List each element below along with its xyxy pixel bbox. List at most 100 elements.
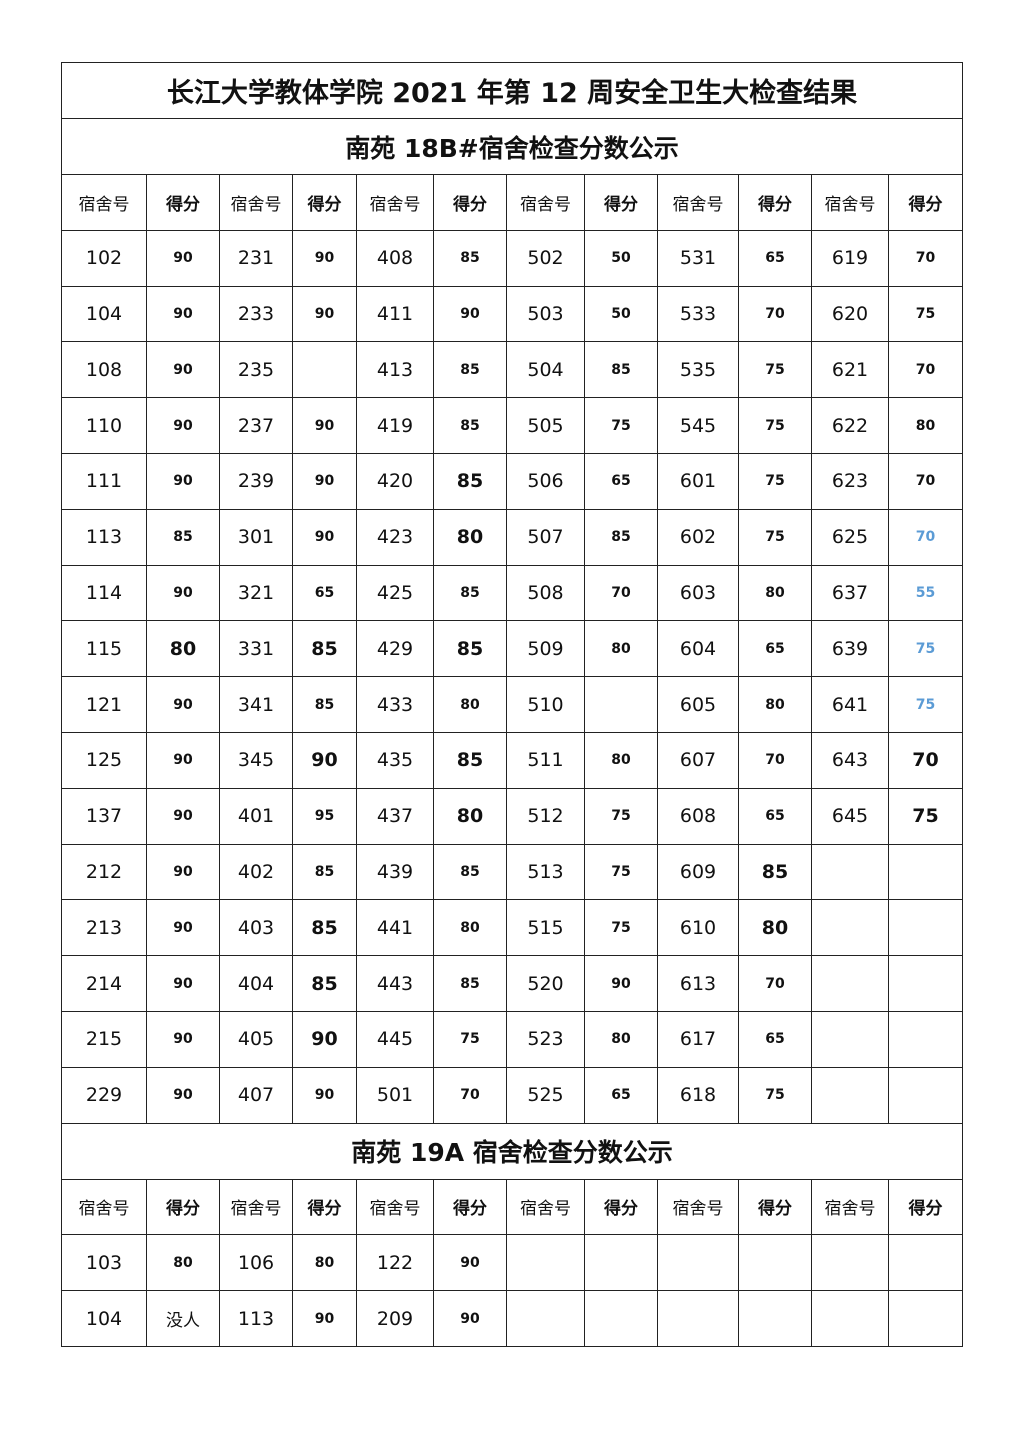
table-row: 215 90 405 90 445 75 523 80 617 65: [61, 1010, 964, 1068]
room-number-cell: 401: [219, 787, 293, 845]
score-cell: 85: [292, 620, 357, 678]
score-cell: 55: [887, 564, 964, 622]
room-number-cell: 345: [219, 731, 293, 789]
header-score: 得分: [887, 1178, 964, 1236]
score-cell: 85: [433, 843, 507, 901]
room-number-cell: 209: [356, 1290, 434, 1347]
inspection-results-table: 长江大学教体学院 2021 年第 12 周安全卫生大检查结果 南苑 18B#宿舍…: [60, 62, 964, 1347]
room-number-cell: 121: [61, 676, 147, 733]
room-number-cell: 620: [811, 285, 889, 343]
score-cell: 80: [433, 676, 507, 733]
room-number-cell: 637: [811, 564, 889, 622]
score-cell: 85: [433, 620, 507, 678]
score-cell: [887, 899, 964, 957]
table-row: 104 没人 113 90 209 90: [61, 1290, 964, 1347]
score-cell: 75: [738, 452, 812, 510]
score-cell: 90: [146, 955, 220, 1012]
room-number-cell: 603: [657, 564, 739, 622]
score-cell: 80: [887, 397, 964, 454]
score-cell: 65: [584, 1066, 658, 1124]
room-number-cell: 212: [61, 843, 147, 901]
score-cell: 85: [292, 899, 357, 957]
room-number-cell: 437: [356, 787, 434, 845]
room-number-cell: 504: [506, 341, 585, 399]
room-number-cell: 507: [506, 508, 585, 566]
score-cell: 90: [146, 787, 220, 845]
room-number-cell: 235: [219, 341, 293, 399]
room-number-cell: 125: [61, 731, 147, 789]
score-cell: 90: [584, 955, 658, 1012]
score-cell: 90: [292, 1290, 357, 1347]
room-number-cell: 639: [811, 620, 889, 678]
room-number-cell: 443: [356, 955, 434, 1012]
score-cell: 75: [738, 508, 812, 566]
score-cell: 90: [146, 341, 220, 399]
header-room-number: 宿舍号: [811, 1178, 889, 1236]
room-number-cell: 102: [61, 229, 147, 287]
score-cell: 80: [584, 1010, 658, 1068]
score-cell: 85: [433, 397, 507, 454]
section-subtitle-row: 南苑 18B#宿舍检查分数公示: [60, 118, 964, 175]
score-cell: 75: [738, 1066, 812, 1124]
room-number-cell: 604: [657, 620, 739, 678]
score-cell: [887, 1234, 964, 1292]
score-cell: [292, 341, 357, 399]
room-number-cell: 625: [811, 508, 889, 566]
score-cell: 50: [584, 229, 658, 287]
score-cell: 75: [584, 843, 658, 901]
score-cell: 80: [584, 620, 658, 678]
room-number-cell: 103: [61, 1234, 147, 1292]
score-cell: 没人: [146, 1290, 220, 1347]
room-number-cell: 239: [219, 452, 293, 510]
room-number-cell: 621: [811, 341, 889, 399]
score-cell: 90: [146, 229, 220, 287]
room-number-cell: 509: [506, 620, 585, 678]
header-room-number: 宿舍号: [356, 174, 434, 231]
table-row: 212 90 402 85 439 85 513 75 609 85: [61, 843, 964, 901]
score-cell: 75: [584, 397, 658, 454]
room-number-cell: 420: [356, 452, 434, 510]
room-number-cell: [811, 1066, 889, 1124]
score-cell: [584, 1234, 658, 1292]
room-number-cell: 508: [506, 564, 585, 622]
score-cell: 50: [584, 285, 658, 343]
room-number-cell: 419: [356, 397, 434, 454]
room-number-cell: 515: [506, 899, 585, 957]
header-score: 得分: [292, 1178, 357, 1236]
room-number-cell: 113: [61, 508, 147, 566]
room-number-cell: 602: [657, 508, 739, 566]
room-number-cell: 617: [657, 1010, 739, 1068]
header-room-number: 宿舍号: [506, 174, 585, 231]
room-number-cell: 510: [506, 676, 585, 733]
score-cell: [887, 1010, 964, 1068]
score-cell: 90: [146, 564, 220, 622]
room-number-cell: 531: [657, 229, 739, 287]
room-number-cell: 407: [219, 1066, 293, 1124]
score-cell: 85: [433, 564, 507, 622]
score-cell: 90: [433, 285, 507, 343]
score-cell: 70: [887, 731, 964, 789]
room-number-cell: 439: [356, 843, 434, 901]
score-cell: [738, 1234, 812, 1292]
score-cell: 85: [433, 341, 507, 399]
room-number-cell: 601: [657, 452, 739, 510]
score-cell: 90: [146, 397, 220, 454]
score-cell: [887, 1066, 964, 1124]
header-score: 得分: [584, 1178, 658, 1236]
score-cell: 85: [433, 229, 507, 287]
room-number-cell: 619: [811, 229, 889, 287]
room-number-cell: 404: [219, 955, 293, 1012]
score-cell: 80: [433, 508, 507, 566]
room-number-cell: 608: [657, 787, 739, 845]
room-number-cell: 512: [506, 787, 585, 845]
room-number-cell: 520: [506, 955, 585, 1012]
score-cell: 80: [146, 620, 220, 678]
room-number-cell: 104: [61, 1290, 147, 1347]
score-cell: 70: [433, 1066, 507, 1124]
room-number-cell: [811, 899, 889, 957]
room-number-cell: 502: [506, 229, 585, 287]
score-cell: 80: [146, 1234, 220, 1292]
header-room-number: 宿舍号: [657, 174, 739, 231]
section-subtitle: 南苑 18B#宿舍检查分数公示: [60, 118, 964, 175]
score-cell: 85: [433, 731, 507, 789]
